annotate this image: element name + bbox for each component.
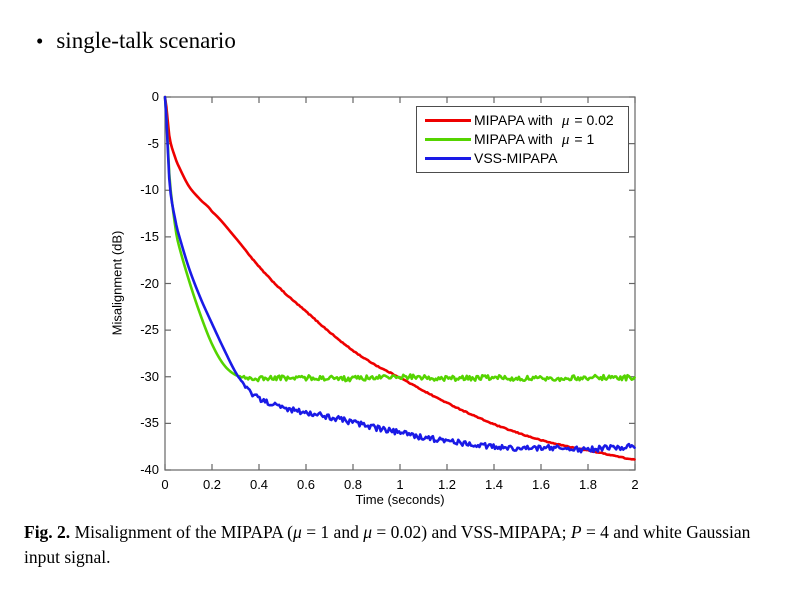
legend-entry-mipapa-002: MIPAPA with μ = 0.02 (417, 111, 628, 130)
legend-line-green (425, 138, 471, 141)
chart-legend: MIPAPA with μ = 0.02 MIPAPA with μ = 1 VSS-M… (416, 106, 629, 173)
legend-line-red (425, 119, 471, 122)
legend-mu-value: = 1 (574, 130, 595, 147)
x-tick-label: 2 (631, 477, 639, 492)
y-tick-label: -15 (140, 228, 159, 244)
series-line-1 (163, 95, 636, 383)
x-tick-label: 1 (396, 477, 404, 492)
y-tick-label: -20 (140, 275, 159, 291)
x-tick-label: 0.4 (249, 477, 269, 492)
figure-caption: Fig. 2. Misalignment of the MIPAPA (μ = … (24, 520, 776, 570)
x-tick-label: 1.2 (437, 477, 457, 492)
caption-text: = 1 and (301, 522, 364, 542)
caption-text: = 0.02) and VSS-MIPAPA; (372, 522, 571, 542)
x-tick-label: 0.2 (202, 477, 222, 492)
y-tick-label: -30 (140, 368, 159, 384)
y-tick-label: -25 (140, 322, 159, 338)
caption-text: = 4 and white Gaussian input signal. (24, 522, 751, 567)
legend-label: MIPAPA with μ = 1 (474, 131, 594, 149)
x-tick-label: 0.6 (296, 477, 316, 492)
series-line-2 (163, 95, 636, 454)
caption-mu-symbol: μ (293, 522, 302, 542)
legend-label-text: MIPAPA with (474, 111, 553, 128)
y-tick-label: -5 (147, 135, 159, 151)
caption-mu-symbol: μ (363, 522, 372, 542)
legend-mu-symbol: μ (561, 131, 570, 148)
legend-entry-vss-mipapa: VSS-MIPAPA (417, 149, 628, 168)
x-tick-label: 0.8 (343, 477, 363, 492)
x-tick-label: 0 (161, 477, 169, 492)
legend-label-text: MIPAPA with (474, 130, 553, 147)
bullet-text: single-talk scenario (56, 28, 236, 53)
legend-entry-mipapa-1: MIPAPA with μ = 1 (417, 130, 628, 149)
x-tick-label: 1.4 (484, 477, 504, 492)
bullet-item: • single-talk scenario (36, 28, 236, 54)
y-tick-label: -40 (140, 462, 159, 477)
y-tick-label: -35 (140, 415, 159, 431)
legend-line-blue (425, 157, 471, 160)
y-tick-label: -10 (140, 182, 159, 198)
caption-p-symbol: P (570, 522, 582, 542)
legend-mu-value: = 0.02 (574, 111, 614, 128)
legend-label: MIPAPA with μ = 0.02 (474, 112, 614, 130)
x-tick-label: 1.6 (531, 477, 551, 492)
x-axis-label: Time (seconds) (355, 492, 445, 507)
bullet-marker: • (36, 29, 44, 53)
x-tick-label: 1.8 (578, 477, 598, 492)
legend-label-text: VSS-MIPAPA (474, 149, 558, 166)
y-tick-label: 0 (151, 89, 159, 104)
caption-text: Misalignment of the MIPAPA ( (70, 522, 294, 542)
legend-label: VSS-MIPAPA (474, 150, 572, 168)
caption-label: Fig. 2. (24, 522, 71, 542)
legend-mu-symbol: μ (561, 112, 570, 129)
